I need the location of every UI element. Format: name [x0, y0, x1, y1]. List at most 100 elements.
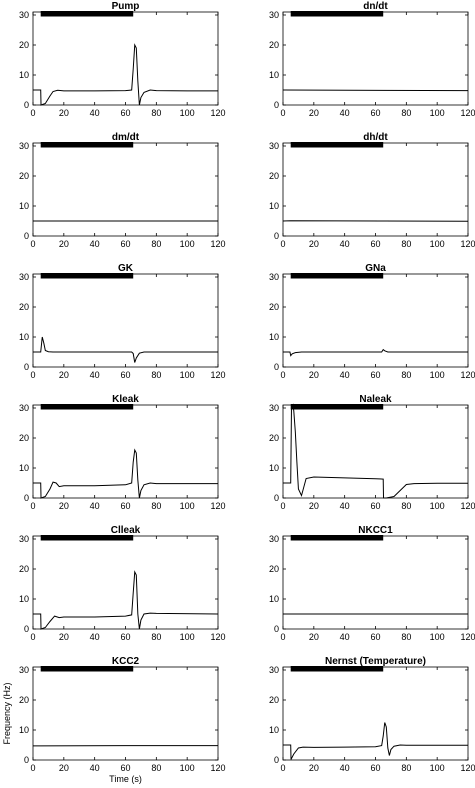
y-tick-label: 20	[19, 171, 29, 181]
y-tick-label: 30	[19, 141, 29, 151]
panel-8: Clleak 0 20 40 60 80 100 120 0 10 20 30	[19, 525, 226, 642]
y-tick-label: 20	[269, 171, 279, 181]
stimulus-bar	[40, 273, 134, 279]
y-tick-label: 10	[19, 594, 29, 604]
x-tick-label: 0	[30, 108, 35, 118]
y-tick-label: 30	[19, 403, 29, 413]
x-tick-label: 120	[210, 239, 225, 249]
x-tick-label: 80	[151, 763, 161, 773]
x-tick-label: 60	[370, 501, 380, 511]
series-line	[283, 722, 468, 760]
panel-6: Kleak 0 20 40 60 80 100 120 0 10 20 30	[19, 394, 226, 511]
y-axis-label: Frequency (Hz)	[2, 682, 12, 744]
panel-title: dm/dt	[112, 132, 140, 143]
x-tick-label: 60	[370, 632, 380, 642]
y-tick-label: 0	[24, 362, 29, 372]
stimulus-bar	[290, 11, 384, 17]
y-tick-label: 20	[19, 302, 29, 312]
x-tick-label: 60	[370, 108, 380, 118]
stimulus-bar	[40, 666, 134, 672]
stimulus-bar	[40, 142, 134, 148]
x-tick-label: 20	[59, 239, 69, 249]
y-tick-label: 30	[19, 665, 29, 675]
panel-title: dn/dt	[363, 1, 388, 12]
x-tick-label: 100	[180, 763, 195, 773]
axes-box	[32, 142, 219, 237]
x-tick-label: 20	[59, 763, 69, 773]
panel-title: NKCC1	[358, 525, 393, 536]
x-tick-label: 40	[90, 763, 100, 773]
panel-3: dh/dt 0 20 40 60 80 100 120 0 10 20 30	[269, 132, 475, 249]
x-tick-label: 40	[340, 763, 350, 773]
stimulus-bar	[40, 404, 134, 410]
y-tick-label: 30	[269, 272, 279, 282]
x-tick-label: 60	[370, 239, 380, 249]
y-tick-label: 20	[269, 695, 279, 705]
x-tick-label: 100	[180, 239, 195, 249]
y-tick-label: 20	[269, 433, 279, 443]
axes-box	[32, 535, 219, 630]
series-line	[33, 570, 219, 630]
panel-10: KCC2 0 20 40 60 80 100 120 0 10 20 30	[19, 656, 226, 773]
x-tick-label: 60	[370, 763, 380, 773]
x-tick-label: 40	[90, 239, 100, 249]
panel-5: GNa 0 20 40 60 80 100 120 0 10 20 30	[269, 263, 475, 380]
y-tick-label: 10	[269, 725, 279, 735]
y-tick-label: 0	[274, 362, 279, 372]
stimulus-bar	[40, 11, 134, 17]
x-axis-label: Time (s)	[109, 774, 142, 784]
x-tick-label: 80	[401, 239, 411, 249]
y-tick-label: 20	[19, 695, 29, 705]
x-tick-label: 20	[59, 632, 69, 642]
x-tick-label: 120	[210, 108, 225, 118]
x-tick-label: 40	[340, 108, 350, 118]
x-tick-label: 120	[210, 370, 225, 380]
y-tick-label: 0	[24, 755, 29, 765]
x-tick-label: 80	[401, 108, 411, 118]
y-tick-label: 30	[269, 534, 279, 544]
y-tick-label: 0	[24, 100, 29, 110]
panel-9: NKCC1 0 20 40 60 80 100 120 0 10 20 30	[269, 525, 475, 642]
y-tick-label: 0	[274, 755, 279, 765]
x-tick-label: 80	[401, 763, 411, 773]
axes-box	[282, 11, 469, 106]
x-tick-label: 100	[180, 501, 195, 511]
x-tick-label: 120	[460, 763, 475, 773]
y-tick-label: 10	[19, 725, 29, 735]
y-tick-label: 0	[274, 231, 279, 241]
y-tick-label: 30	[269, 403, 279, 413]
x-tick-label: 20	[309, 763, 319, 773]
y-tick-label: 10	[19, 463, 29, 473]
y-tick-label: 0	[24, 624, 29, 634]
y-tick-label: 30	[19, 272, 29, 282]
x-tick-label: 120	[460, 501, 475, 511]
x-tick-label: 20	[59, 108, 69, 118]
y-tick-label: 20	[269, 564, 279, 574]
y-tick-label: 20	[269, 40, 279, 50]
y-tick-label: 20	[19, 433, 29, 443]
x-tick-label: 80	[151, 108, 161, 118]
x-tick-label: 60	[120, 632, 130, 642]
x-tick-label: 20	[59, 370, 69, 380]
y-tick-label: 10	[269, 594, 279, 604]
x-tick-label: 100	[430, 108, 445, 118]
x-tick-label: 40	[340, 501, 350, 511]
series-line	[33, 336, 218, 363]
panel-title: Naleak	[359, 394, 392, 405]
stimulus-bar	[290, 142, 384, 148]
x-tick-label: 80	[401, 501, 411, 511]
x-tick-label: 0	[30, 370, 35, 380]
y-tick-label: 10	[19, 70, 29, 80]
stimulus-bar	[290, 404, 384, 410]
y-tick-label: 20	[19, 40, 29, 50]
x-tick-label: 60	[120, 239, 130, 249]
axes-box	[282, 404, 469, 499]
panel-title: dh/dt	[363, 132, 388, 143]
panel-7: Naleak 0 20 40 60 80 100 120 0 10 20 30	[269, 394, 475, 511]
y-tick-label: 10	[19, 332, 29, 342]
panel-4: GK 0 20 40 60 80 100 120 0 10 20 30	[19, 263, 226, 380]
x-tick-label: 100	[430, 239, 445, 249]
y-tick-label: 20	[269, 302, 279, 312]
x-tick-label: 20	[309, 108, 319, 118]
